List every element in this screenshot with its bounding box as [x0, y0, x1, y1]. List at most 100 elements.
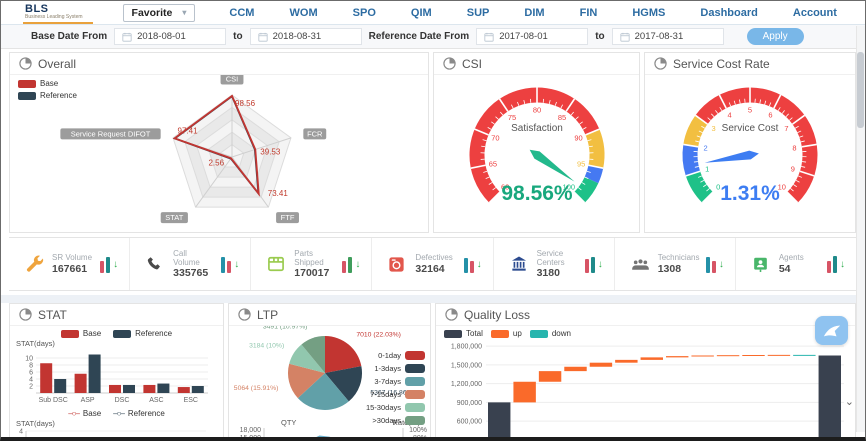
tab-spo[interactable]: SPO — [352, 6, 376, 19]
ltp-pie-chart: 7010 (22.03%)5367 (16.86%)7710 (24.23%)5… — [229, 326, 430, 416]
app-logo-text: BLS — [25, 2, 49, 15]
kpi-sparkline: ↓ — [826, 255, 845, 273]
tab-ccm[interactable]: CCM — [229, 6, 255, 19]
ref-date-from-input[interactable]: 2017-08-01 — [476, 28, 589, 45]
svg-text:7: 7 — [784, 124, 788, 133]
kpi-parts-shipped[interactable]: Parts Shipped 170017 ↓ — [251, 238, 373, 290]
kpi-mini-bar — [348, 257, 353, 273]
svg-text:4: 4 — [29, 377, 33, 384]
base-date-to-input[interactable]: 2018-08-31 — [249, 28, 362, 45]
svg-text:6: 6 — [29, 370, 33, 377]
panel-title: Overall — [38, 56, 77, 71]
kpi-service-centers[interactable]: Service Centers 3180 ↓ — [494, 238, 615, 290]
legend-item-0-1day[interactable]: 0-1day — [378, 351, 425, 360]
legend-item-15-30days[interactable]: 15-30days — [366, 403, 425, 412]
tab-hgms[interactable]: HGMS — [632, 6, 666, 19]
legend-item-7-15days[interactable]: 7-15days — [370, 390, 425, 399]
tab-dashboard[interactable]: Dashboard — [700, 6, 758, 19]
svg-text:FCR: FCR — [307, 129, 323, 138]
ltp-qty-axis-label: QTY — [281, 418, 297, 427]
kpi-sparkline: ↓ — [463, 255, 482, 273]
legend-item-total[interactable]: Total — [444, 329, 483, 338]
legend-item-reference[interactable]: –○– Reference — [113, 409, 165, 418]
kpi-agents[interactable]: Agents 54 ↓ — [736, 238, 856, 290]
svg-text:85: 85 — [557, 113, 565, 122]
svg-text:80%: 80% — [413, 435, 427, 441]
ref-date-to-input[interactable]: 2017-08-31 — [611, 28, 724, 45]
svg-text:2: 2 — [703, 143, 707, 152]
tab-account[interactable]: Account — [792, 6, 837, 19]
tab-fin[interactable]: FIN — [579, 6, 598, 19]
kpi-call-volume[interactable]: Call Volume 335765 ↓ — [130, 238, 252, 290]
kpi-value: 54 — [778, 262, 791, 275]
svg-text:18,000: 18,000 — [240, 427, 262, 434]
svg-text:Sub DSC: Sub DSC — [39, 397, 68, 404]
to-label: to — [595, 31, 605, 42]
svg-text:3184 (10%): 3184 (10%) — [249, 342, 284, 349]
svg-text:15,000: 15,000 — [240, 435, 262, 441]
ref-date-from-value: 2017-08-01 — [499, 31, 548, 42]
tab-dim[interactable]: DIM — [524, 6, 545, 19]
base-date-from-input[interactable]: 2018-08-01 — [114, 28, 227, 45]
panel-pie-icon — [445, 308, 458, 321]
svg-text:100: 100 — [562, 182, 575, 191]
panel-title: CSI — [462, 56, 483, 71]
favorite-dropdown[interactable]: Favorite ▾ — [122, 3, 196, 22]
kpi-label: Agents — [778, 253, 804, 263]
svg-text:7010 (22.03%): 7010 (22.03%) — [356, 332, 401, 339]
kpi-strip: SR Volume 167661 ↓ Call Volume 335765 ↓ Parts … — [9, 237, 856, 291]
scroll-down-chevron-icon[interactable]: ⌄ — [844, 396, 854, 408]
legend-item-down[interactable]: down — [529, 329, 571, 338]
legend-item-base[interactable]: Base — [18, 79, 77, 88]
kpi-mini-bar — [221, 257, 226, 273]
scrollbar-thumb[interactable] — [857, 52, 864, 128]
legend-item-3-7days[interactable]: 3-7days — [374, 377, 425, 386]
svg-text:100%: 100% — [409, 427, 427, 434]
tab-qim[interactable]: QIM — [410, 6, 432, 19]
feedback-button[interactable] — [815, 316, 848, 345]
svg-text:CSI: CSI — [226, 75, 239, 84]
kpi-technicians[interactable]: Technicians 1308 ↓ — [615, 238, 736, 290]
svg-text:ESC: ESC — [184, 397, 198, 404]
tab-wom[interactable]: WOM — [289, 6, 318, 19]
svg-text:1.31%: 1.31% — [720, 182, 780, 205]
kpi-mini-bar — [227, 261, 232, 273]
kpi-label: Service Centers — [536, 248, 565, 267]
legend-item-base[interactable]: Base — [60, 329, 101, 338]
svg-text:3491 (10.97%): 3491 (10.97%) — [263, 326, 308, 331]
svg-text:5: 5 — [748, 106, 752, 115]
kpi-sparkline: ↓ — [584, 255, 603, 273]
section-divider — [1, 295, 865, 303]
legend-item-base[interactable]: –○– Base — [68, 409, 102, 418]
apply-button[interactable]: Apply — [746, 28, 804, 45]
stat-panel-body: Base Reference STAT(days) 2 4 6 8 10 Sub DSC AS… — [10, 326, 223, 437]
legend-item--30days[interactable]: >30days — [372, 416, 425, 425]
panel-title: STAT — [38, 307, 67, 322]
legend-item-up[interactable]: up — [490, 329, 522, 338]
legend-item-reference[interactable]: Reference — [18, 91, 77, 100]
svg-text:10: 10 — [25, 356, 33, 363]
svg-text:4: 4 — [727, 110, 731, 119]
legend-item-1-3days[interactable]: 1-3days — [374, 364, 425, 373]
ref-date-to-value: 2017-08-31 — [634, 31, 684, 42]
svg-text:8: 8 — [792, 143, 796, 152]
panel-title: Quality Loss — [464, 307, 531, 322]
kpi-mini-bar — [826, 261, 831, 273]
trend-down-arrow-icon: ↓ — [718, 259, 724, 270]
kpi-sr-volume[interactable]: SR Volume 167661 ↓ — [9, 238, 131, 290]
overall-legend: Base Reference — [18, 79, 77, 100]
svg-text:90: 90 — [574, 133, 582, 142]
kpi-defectives[interactable]: Defectives 32164 ↓ — [372, 238, 494, 290]
tab-sup[interactable]: SUP — [466, 6, 490, 19]
ltp-panel: LTP 7010 (22.03%)5367 (16.86%)7710 (24.2… — [228, 303, 431, 441]
filter-bar: Base Date From 2018-08-01 to 2018-08-31 … — [1, 25, 865, 49]
svg-text:60: 60 — [501, 182, 509, 191]
page-scrollbar[interactable] — [856, 26, 865, 432]
ltp-panel-body: 7010 (22.03%)5367 (16.86%)7710 (24.23%)5… — [229, 326, 430, 441]
stat-line-chart: 43 — [10, 428, 223, 437]
app-logo[interactable]: BLS Business Leading System — [23, 2, 93, 24]
legend-item-reference[interactable]: Reference — [113, 329, 172, 338]
trend-down-arrow-icon: ↓ — [355, 259, 361, 270]
